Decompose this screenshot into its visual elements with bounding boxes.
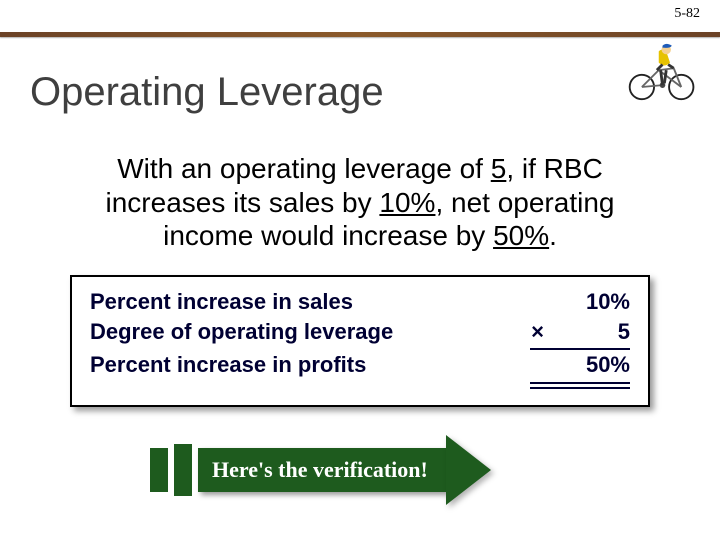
body-u3: 50% <box>493 220 549 251</box>
slide-title: Operating Leverage <box>30 70 384 115</box>
calc-label: Degree of operating leverage <box>90 317 520 347</box>
arrow-label: Here's the verification! <box>198 448 446 492</box>
calc-value: 5 <box>550 317 630 347</box>
calc-row: Degree of operating leverage × 5 <box>90 317 630 347</box>
body-seg1: With an operating leverage of <box>117 153 491 184</box>
calc-row: Percent increase in profits 50% <box>90 350 630 380</box>
arrow-head-icon <box>446 435 491 505</box>
calc-op: × <box>520 317 550 347</box>
body-u1: 5 <box>491 153 507 184</box>
verification-arrow: Here's the verification! <box>150 435 491 505</box>
calc-label: Percent increase in sales <box>90 287 520 317</box>
calc-value: 50% <box>550 350 630 380</box>
calculation-box: Percent increase in sales 10% Degree of … <box>70 275 650 407</box>
body-u2: 10% <box>379 187 435 218</box>
calc-value: 10% <box>550 287 630 317</box>
header-divider <box>0 32 720 37</box>
arrow-bar <box>174 444 192 496</box>
calc-label: Percent increase in profits <box>90 350 520 380</box>
arrow-bar <box>150 448 168 492</box>
page-number: 5-82 <box>674 6 700 22</box>
calc-total-underline <box>530 382 630 389</box>
cyclist-icon <box>625 42 700 102</box>
body-paragraph: With an operating leverage of 5, if RBC … <box>80 152 640 253</box>
body-seg4: . <box>549 220 557 251</box>
calc-row: Percent increase in sales 10% <box>90 287 630 317</box>
